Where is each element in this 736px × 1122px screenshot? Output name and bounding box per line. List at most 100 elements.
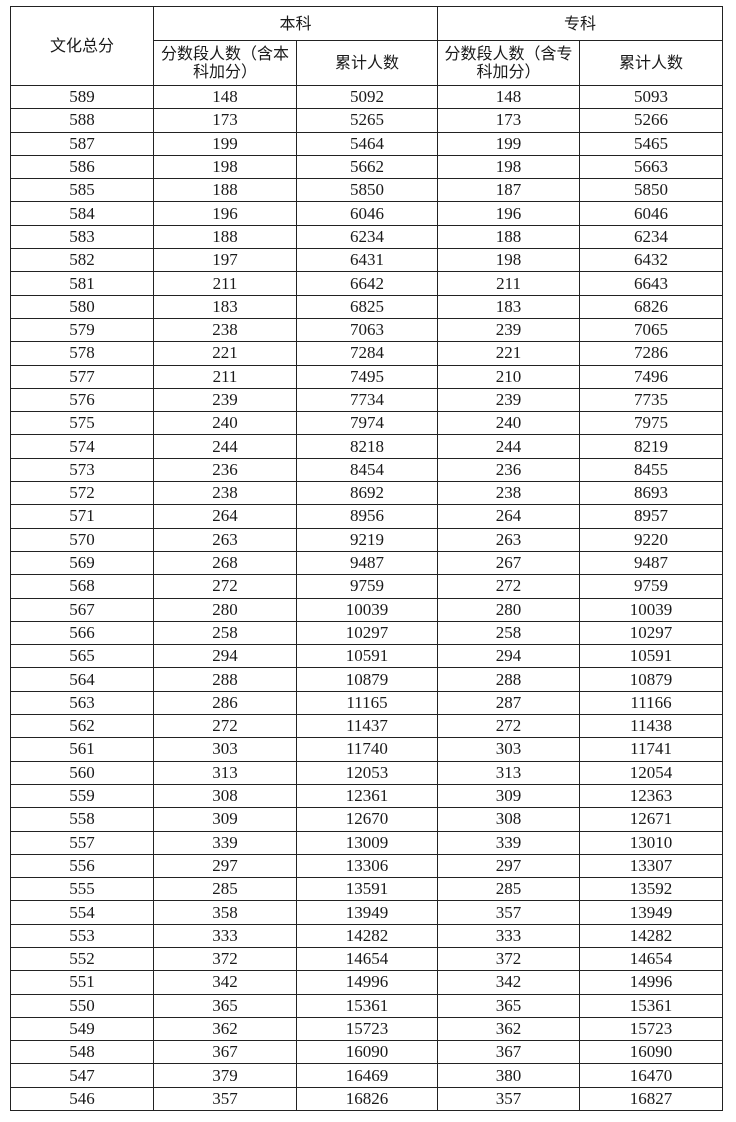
undergrad-cumulative-cell: 12053 bbox=[295, 760, 439, 785]
table-row: 574 244 8218 244 8219 bbox=[10, 434, 724, 459]
junior-count-cell: 210 bbox=[437, 364, 581, 389]
junior-cumulative-cell: 13949 bbox=[579, 900, 724, 925]
junior-count-cell: 188 bbox=[437, 224, 581, 250]
undergrad-cumulative-cell: 12361 bbox=[295, 783, 439, 809]
junior-cumulative-cell: 10879 bbox=[579, 667, 724, 692]
junior-count-cell: 308 bbox=[437, 807, 581, 832]
table-row: 583 188 6234 188 6234 bbox=[10, 224, 724, 250]
table-row: 566 258 10297 258 10297 bbox=[10, 620, 724, 646]
undergrad-count-cell: 236 bbox=[153, 457, 297, 483]
score-cell: 554 bbox=[10, 900, 154, 925]
undergrad-cumulative-cell: 7974 bbox=[295, 411, 439, 436]
undergrad-count-cell: 379 bbox=[153, 1063, 297, 1088]
junior-count-cell: 342 bbox=[437, 970, 581, 995]
undergrad-count-cell: 342 bbox=[153, 970, 297, 995]
undergrad-count-cell: 297 bbox=[153, 853, 297, 879]
table-row: 554 358 13949 357 13949 bbox=[10, 900, 724, 925]
undergrad-count-cell: 238 bbox=[153, 481, 297, 506]
undergrad-cumulative-cell: 7284 bbox=[295, 341, 439, 366]
score-cell: 564 bbox=[10, 667, 154, 692]
junior-count-cell: 236 bbox=[437, 457, 581, 483]
score-cell: 546 bbox=[10, 1086, 154, 1112]
junior-cumulative-cell: 9487 bbox=[579, 550, 724, 576]
undergrad-count-cell: 198 bbox=[153, 154, 297, 180]
undergrad-cumulative-cell: 8454 bbox=[295, 457, 439, 483]
undergrad-cumulative-cell: 5265 bbox=[295, 108, 439, 133]
header-undergrad-cumulative: 累计人数 bbox=[295, 40, 439, 86]
junior-cumulative-cell: 5663 bbox=[579, 154, 724, 180]
junior-count-cell: 357 bbox=[437, 900, 581, 925]
table-row: 546 357 16826 357 16827 bbox=[10, 1086, 724, 1112]
junior-cumulative-cell: 8957 bbox=[579, 504, 724, 529]
table-row: 562 272 11437 272 11438 bbox=[10, 714, 724, 739]
score-cell: 552 bbox=[10, 946, 154, 972]
junior-cumulative-cell: 7735 bbox=[579, 387, 724, 413]
undergrad-cumulative-cell: 6642 bbox=[295, 271, 439, 296]
junior-cumulative-cell: 7286 bbox=[579, 341, 724, 366]
junior-count-cell: 362 bbox=[437, 1016, 581, 1042]
undergrad-cumulative-cell: 7063 bbox=[295, 317, 439, 343]
score-cell: 547 bbox=[10, 1063, 154, 1088]
junior-cumulative-cell: 16090 bbox=[579, 1040, 724, 1065]
score-cell: 555 bbox=[10, 877, 154, 902]
table-row: 556 297 13306 297 13307 bbox=[10, 853, 724, 879]
junior-count-cell: 267 bbox=[437, 550, 581, 576]
score-cell: 582 bbox=[10, 248, 154, 273]
undergrad-cumulative-cell: 8218 bbox=[295, 434, 439, 459]
score-cell: 567 bbox=[10, 597, 154, 622]
undergrad-cumulative-cell: 10591 bbox=[295, 644, 439, 669]
junior-cumulative-cell: 11438 bbox=[579, 714, 724, 739]
junior-cumulative-cell: 16827 bbox=[579, 1086, 724, 1112]
junior-cumulative-cell: 5850 bbox=[579, 178, 724, 203]
table-row: 547 379 16469 380 16470 bbox=[10, 1063, 724, 1088]
undergrad-count-cell: 357 bbox=[153, 1086, 297, 1112]
junior-count-cell: 148 bbox=[437, 84, 581, 110]
junior-count-cell: 357 bbox=[437, 1086, 581, 1112]
table-row: 589 148 5092 148 5093 bbox=[10, 84, 724, 110]
junior-count-cell: 264 bbox=[437, 504, 581, 529]
undergrad-count-cell: 372 bbox=[153, 946, 297, 972]
undergrad-count-cell: 258 bbox=[153, 620, 297, 646]
undergrad-cumulative-cell: 13306 bbox=[295, 853, 439, 879]
undergrad-cumulative-cell: 16090 bbox=[295, 1040, 439, 1065]
undergrad-count-cell: 173 bbox=[153, 108, 297, 133]
junior-cumulative-cell: 5465 bbox=[579, 131, 724, 156]
score-cell: 583 bbox=[10, 224, 154, 250]
undergrad-cumulative-cell: 11437 bbox=[295, 714, 439, 739]
undergrad-count-cell: 313 bbox=[153, 760, 297, 785]
junior-count-cell: 313 bbox=[437, 760, 581, 785]
junior-cumulative-cell: 6826 bbox=[579, 294, 724, 319]
table-row: 569 268 9487 267 9487 bbox=[10, 550, 724, 576]
undergrad-count-cell: 244 bbox=[153, 434, 297, 459]
undergrad-cumulative-cell: 6825 bbox=[295, 294, 439, 319]
undergrad-cumulative-cell: 6431 bbox=[295, 248, 439, 273]
score-cell: 589 bbox=[10, 84, 154, 110]
score-cell: 548 bbox=[10, 1040, 154, 1065]
junior-cumulative-cell: 12054 bbox=[579, 760, 724, 785]
score-cell: 569 bbox=[10, 550, 154, 576]
score-cell: 570 bbox=[10, 527, 154, 552]
undergrad-cumulative-cell: 12670 bbox=[295, 807, 439, 832]
undergrad-count-cell: 362 bbox=[153, 1016, 297, 1042]
score-cell: 568 bbox=[10, 574, 154, 599]
table-row: 564 288 10879 288 10879 bbox=[10, 667, 724, 692]
undergrad-count-cell: 240 bbox=[153, 411, 297, 436]
header-undergrad-count: 分数段人数（含本科加分） bbox=[153, 40, 297, 86]
score-cell: 586 bbox=[10, 154, 154, 180]
table-row: 549 362 15723 362 15723 bbox=[10, 1016, 724, 1042]
undergrad-cumulative-cell: 14654 bbox=[295, 946, 439, 972]
table-row: 571 264 8956 264 8957 bbox=[10, 504, 724, 529]
table-row: 561 303 11740 303 11741 bbox=[10, 737, 724, 762]
undergrad-cumulative-cell: 9219 bbox=[295, 527, 439, 552]
header-junior-cumulative: 累计人数 bbox=[579, 40, 724, 86]
junior-count-cell: 272 bbox=[437, 574, 581, 599]
junior-count-cell: 244 bbox=[437, 434, 581, 459]
score-cell: 557 bbox=[10, 830, 154, 855]
table-row: 584 196 6046 196 6046 bbox=[10, 201, 724, 226]
table-row: 557 339 13009 339 13010 bbox=[10, 830, 724, 855]
undergrad-cumulative-cell: 6234 bbox=[295, 224, 439, 250]
undergrad-cumulative-cell: 7495 bbox=[295, 364, 439, 389]
undergrad-count-cell: 211 bbox=[153, 271, 297, 296]
score-cell: 576 bbox=[10, 387, 154, 413]
undergrad-count-cell: 288 bbox=[153, 667, 297, 692]
